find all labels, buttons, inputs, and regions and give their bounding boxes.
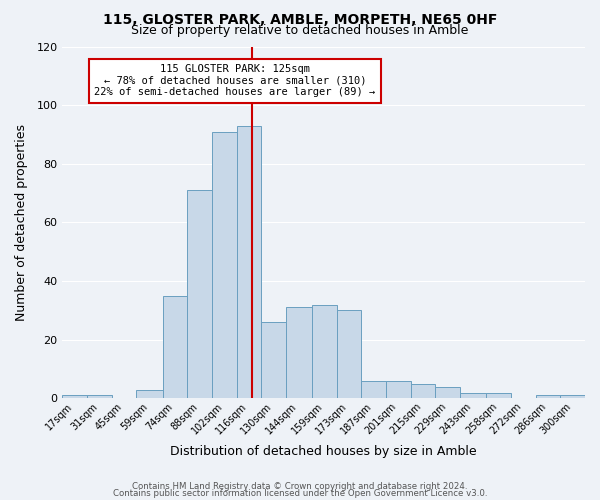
- Text: Contains HM Land Registry data © Crown copyright and database right 2024.: Contains HM Land Registry data © Crown c…: [132, 482, 468, 491]
- Y-axis label: Number of detached properties: Number of detached properties: [15, 124, 28, 321]
- Bar: [62, 396, 87, 398]
- Bar: [312, 304, 337, 398]
- Bar: [212, 132, 236, 398]
- Bar: [286, 308, 312, 398]
- Bar: [87, 396, 112, 398]
- Bar: [261, 322, 286, 398]
- Text: 115, GLOSTER PARK, AMBLE, MORPETH, NE65 0HF: 115, GLOSTER PARK, AMBLE, MORPETH, NE65 …: [103, 12, 497, 26]
- Text: 115 GLOSTER PARK: 125sqm
← 78% of detached houses are smaller (310)
22% of semi-: 115 GLOSTER PARK: 125sqm ← 78% of detach…: [94, 64, 376, 98]
- Text: Size of property relative to detached houses in Amble: Size of property relative to detached ho…: [131, 24, 469, 37]
- Bar: [536, 396, 560, 398]
- Bar: [361, 381, 386, 398]
- Bar: [460, 392, 487, 398]
- X-axis label: Distribution of detached houses by size in Amble: Distribution of detached houses by size …: [170, 444, 477, 458]
- Bar: [136, 390, 163, 398]
- Bar: [411, 384, 436, 398]
- Bar: [436, 386, 460, 398]
- Bar: [163, 296, 187, 398]
- Text: Contains public sector information licensed under the Open Government Licence v3: Contains public sector information licen…: [113, 490, 487, 498]
- Bar: [487, 392, 511, 398]
- Bar: [187, 190, 212, 398]
- Bar: [337, 310, 361, 398]
- Bar: [236, 126, 261, 398]
- Bar: [560, 396, 585, 398]
- Bar: [386, 381, 411, 398]
